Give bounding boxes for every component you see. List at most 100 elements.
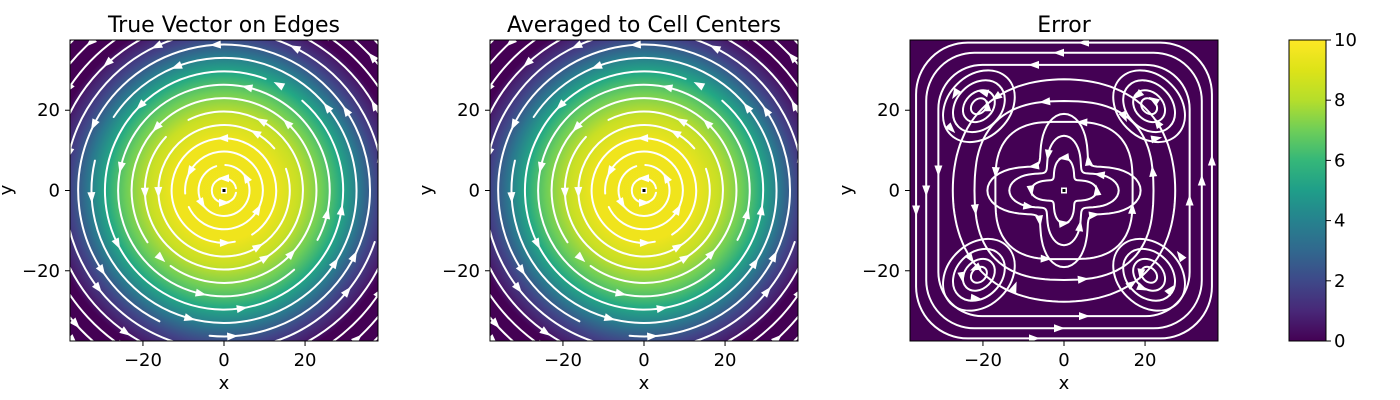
streamline-arrow bbox=[1058, 153, 1070, 161]
streamline-arrow bbox=[1093, 171, 1106, 180]
y-axis-label: y bbox=[416, 184, 437, 195]
streamline-arrow bbox=[348, 250, 357, 263]
streamline-arrow bbox=[1164, 285, 1175, 297]
streamline-arrow bbox=[515, 264, 526, 276]
streamline bbox=[210, 177, 237, 204]
streamline-arrow bbox=[743, 102, 754, 114]
streamline-arrow bbox=[339, 358, 353, 371]
streamline-arrow bbox=[323, 102, 334, 114]
center-dot bbox=[222, 189, 226, 192]
streamline-arrow bbox=[656, 305, 668, 314]
streamline-arrow bbox=[1075, 220, 1084, 232]
streamline-arrow bbox=[1148, 96, 1161, 107]
streamline-arrow bbox=[219, 198, 230, 207]
streamline-arrow bbox=[428, 203, 437, 215]
x-tick-label: −20 bbox=[964, 350, 1002, 371]
heatmap bbox=[490, 40, 798, 341]
streamline-arrow bbox=[727, 0, 740, 4]
streamline-arrow bbox=[87, 192, 96, 204]
streamline bbox=[184, 150, 264, 231]
streamline bbox=[973, 99, 1155, 282]
streamline-arrow bbox=[43, 62, 56, 76]
streamline-arrow bbox=[1044, 149, 1053, 161]
streamline-arrow bbox=[821, 146, 831, 158]
streamline-arrow bbox=[21, 175, 30, 186]
streamline-arrow bbox=[1053, 48, 1064, 57]
streamline-arrow bbox=[457, 222, 467, 234]
streamline-arrow bbox=[37, 222, 47, 234]
streamline-arrow bbox=[944, 122, 956, 134]
colorbar-tick-label: 8 bbox=[1334, 90, 1345, 111]
streamline-arrow bbox=[607, 165, 617, 177]
streamline-arrow bbox=[531, 237, 541, 250]
x-tick-label: −20 bbox=[124, 350, 162, 371]
streamline-arrow bbox=[1028, 161, 1040, 170]
streamlines bbox=[21, 3, 435, 378]
streamline-arrow bbox=[970, 293, 982, 302]
panel-true-vector: True Vector on Edges −20 0 20 −20 0 20 x y bbox=[0, 3, 435, 394]
streamline-arrow bbox=[236, 305, 248, 314]
streamline-arrow bbox=[742, 207, 750, 220]
streamline-arrow bbox=[539, 326, 551, 336]
streamline-arrow bbox=[336, 204, 345, 216]
streamline-arrow bbox=[1079, 312, 1090, 321]
streamline-arrow bbox=[639, 198, 650, 207]
streamline-arrow bbox=[218, 174, 229, 183]
streamline-arrow bbox=[250, 130, 262, 139]
streamline-arrow bbox=[154, 186, 163, 198]
streamline-arrow bbox=[762, 105, 773, 117]
colorbar-tick-label: 2 bbox=[1334, 271, 1345, 292]
colorbar-tick-label: 6 bbox=[1334, 150, 1345, 171]
streamline-arrow bbox=[759, 358, 773, 371]
streamline-arrow bbox=[523, 56, 534, 68]
streamline bbox=[590, 137, 698, 244]
streamline-arrow bbox=[1125, 280, 1137, 290]
streamline bbox=[942, 69, 1016, 144]
streamline-arrow bbox=[151, 40, 164, 49]
streamline-arrow bbox=[572, 121, 583, 132]
streamline-arrow bbox=[688, 350, 701, 361]
streamline-arrow bbox=[256, 118, 268, 127]
streamline bbox=[937, 63, 1191, 318]
y-tick-label: 20 bbox=[37, 100, 60, 121]
streamline-arrow bbox=[511, 281, 522, 293]
y-tick-label: 0 bbox=[469, 181, 480, 202]
streamline-arrow bbox=[616, 197, 626, 209]
streamline bbox=[604, 150, 684, 231]
streamline-arrow bbox=[256, 368, 268, 378]
x-tick-label: 20 bbox=[714, 350, 737, 371]
streamline-arrow bbox=[379, 248, 391, 261]
streamline bbox=[1008, 134, 1120, 247]
streamline-arrow bbox=[934, 165, 943, 177]
streamline-arrow bbox=[241, 84, 254, 93]
streamline-arrow bbox=[991, 91, 1003, 101]
streamline-arrow bbox=[1054, 324, 1065, 333]
streamline bbox=[994, 120, 1134, 261]
streamline-arrow bbox=[424, 239, 435, 252]
streamline-arrow bbox=[991, 167, 1000, 179]
streamline-arrow bbox=[1035, 215, 1044, 227]
streamline-arrow bbox=[441, 175, 450, 186]
streamline-arrow bbox=[180, 3, 192, 13]
streamline-arrow bbox=[1128, 202, 1137, 214]
streamline-arrow bbox=[1029, 334, 1040, 341]
streamline-arrow bbox=[282, 118, 294, 130]
streamline-arrow bbox=[638, 174, 649, 183]
heatmap bbox=[70, 40, 378, 341]
x-tick-label: 0 bbox=[218, 350, 229, 371]
panel-title: True Vector on Edges bbox=[107, 13, 340, 38]
streamline-arrow bbox=[91, 118, 100, 131]
y-tick-label: −20 bbox=[442, 261, 480, 282]
streamline bbox=[157, 124, 291, 258]
streamlines bbox=[428, 0, 831, 371]
panel-error: Error −20 0 20 −20 0 20 x y bbox=[836, 13, 1219, 394]
streamline-arrow bbox=[86, 40, 97, 47]
streamline bbox=[523, 70, 765, 311]
streamline-arrow bbox=[661, 84, 674, 93]
streamline-arrow bbox=[676, 118, 688, 127]
y-tick-label: 0 bbox=[889, 181, 900, 202]
axes: −20 0 20 −20 0 20 bbox=[22, 39, 379, 371]
streamline-arrow bbox=[922, 185, 931, 197]
streamline-arrow bbox=[171, 61, 183, 69]
